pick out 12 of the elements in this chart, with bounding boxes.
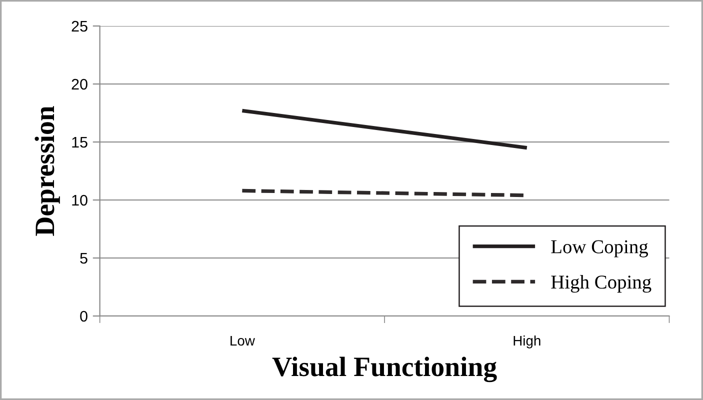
x-tick-label: Low — [230, 336, 255, 346]
y-tick-label: 25 — [72, 20, 88, 32]
y-tick-label: 20 — [72, 78, 88, 90]
y-tick-label: 10 — [72, 194, 88, 206]
x-axis-title: Visual Functioning — [272, 356, 497, 382]
x-tick-label: High — [514, 335, 540, 348]
legend-label: Low Coping — [551, 240, 648, 258]
y-tick-label: 0 — [80, 310, 88, 322]
y-tick-label: 5 — [80, 253, 88, 264]
y-tick-label: 15 — [72, 137, 88, 148]
legend-label: High Coping — [551, 274, 652, 293]
y-axis-title: Depression — [34, 106, 60, 236]
